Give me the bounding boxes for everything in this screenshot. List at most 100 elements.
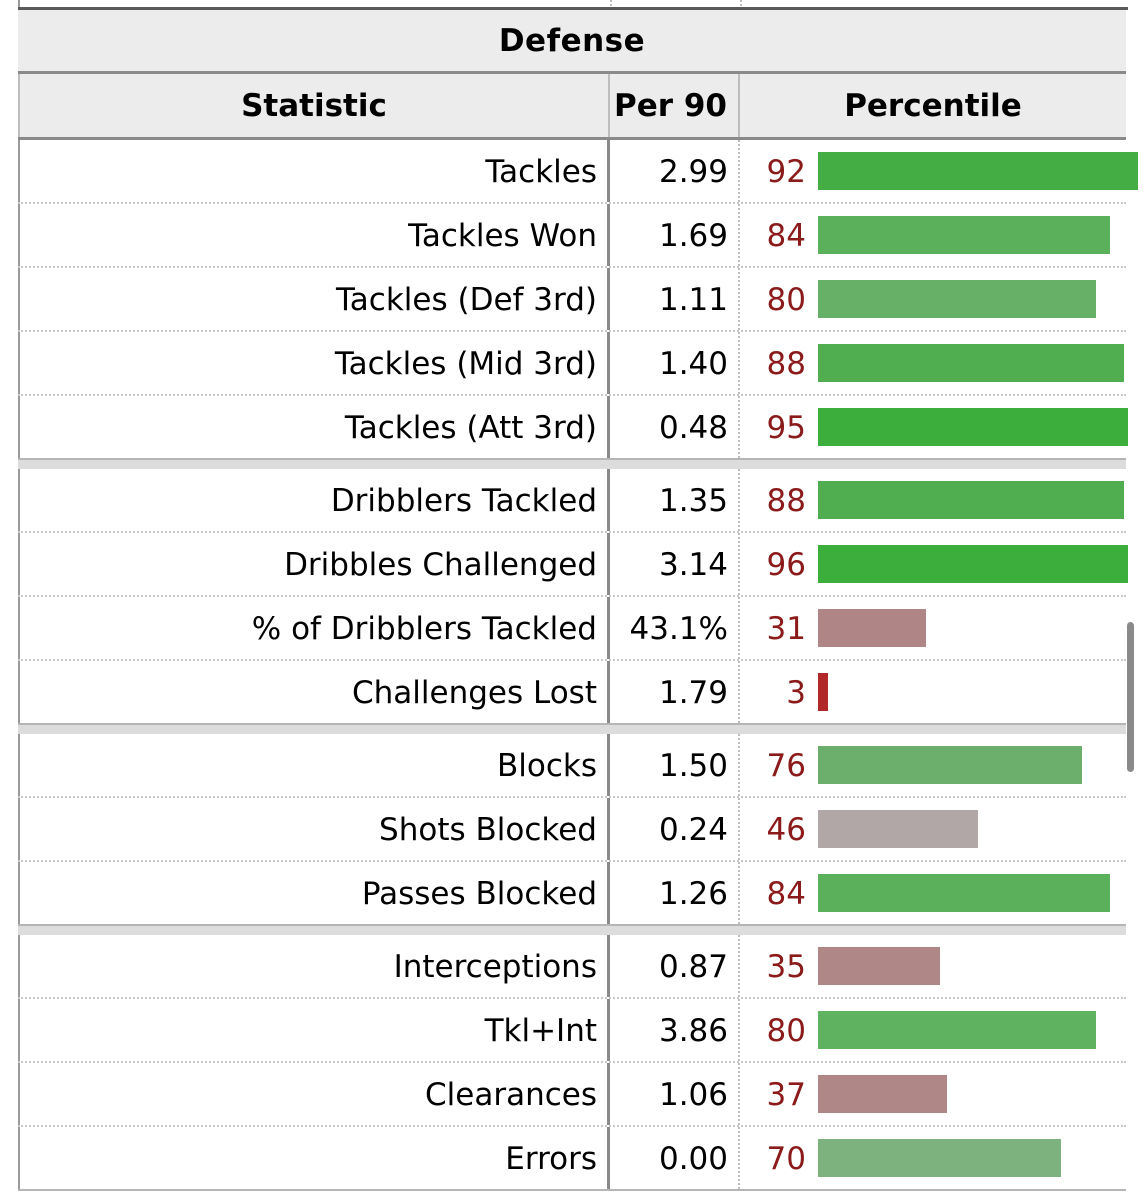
percentile-cell: 84: [740, 204, 1126, 266]
percentile-value: 95: [766, 410, 806, 446]
percentile-bar: [818, 152, 1138, 190]
percentile-bar: [818, 810, 978, 848]
percentile-cell: 92: [740, 140, 1138, 202]
table-row: Dribblers Tackled 1.35 88: [18, 469, 1126, 533]
percentile-bar: [818, 1139, 1061, 1177]
stat-label: Passes Blocked: [18, 862, 610, 924]
per90-value: 1.40: [610, 332, 740, 394]
per90-value: 2.99: [610, 140, 740, 202]
percentile-bar: [818, 673, 828, 711]
stat-label: Blocks: [18, 734, 610, 796]
stat-label: Dribblers Tackled: [18, 469, 610, 531]
stats-table-body: Tackles 2.99 92 Tackles Won 1.69 84 Tackles (D…: [18, 140, 1138, 1191]
per90-value: 3.86: [610, 999, 740, 1061]
percentile-bar: [818, 545, 1128, 583]
percentile-bar: [818, 481, 1124, 519]
stat-label: Tackles (Mid 3rd): [18, 332, 610, 394]
percentile-cell: 88: [740, 469, 1126, 531]
percentile-cell: 70: [740, 1127, 1126, 1189]
table-row: Dribbles Challenged 3.14 96: [18, 533, 1128, 597]
per90-value: 1.50: [610, 734, 740, 796]
group-separator: [18, 926, 1126, 935]
percentile-cell: 84: [740, 862, 1126, 924]
percentile-cell: 31: [740, 597, 1126, 659]
percentile-bar: [818, 746, 1082, 784]
percentile-value: 88: [766, 346, 806, 382]
stat-label: Tackles: [18, 140, 610, 202]
percentile-bar: [818, 874, 1110, 912]
per90-value: 1.35: [610, 469, 740, 531]
per90-value: 1.79: [610, 661, 740, 723]
table-row: Interceptions 0.87 35: [18, 935, 1126, 999]
stat-label: Interceptions: [18, 935, 610, 997]
percentile-value: 76: [766, 748, 806, 784]
stat-label: Tackles (Att 3rd): [18, 396, 610, 458]
per90-value: 0.24: [610, 798, 740, 860]
table-row: Shots Blocked 0.24 46: [18, 798, 1126, 862]
percentile-cell: 46: [740, 798, 1126, 860]
column-header-statistic[interactable]: Statistic: [18, 74, 610, 137]
per90-value: 0.48: [610, 396, 740, 458]
stat-label: Dribbles Challenged: [18, 533, 610, 595]
per90-value: 1.69: [610, 204, 740, 266]
percentile-cell: 76: [740, 734, 1126, 796]
percentile-value: 80: [766, 1013, 806, 1049]
percentile-value: 92: [766, 154, 806, 190]
table-row: Passes Blocked 1.26 84: [18, 862, 1126, 926]
per90-value: 0.87: [610, 935, 740, 997]
percentile-value: 31: [766, 611, 806, 647]
table-row: Tackles (Def 3rd) 1.11 80: [18, 268, 1126, 332]
column-header-per90[interactable]: Per 90: [610, 74, 740, 137]
table-row: % of Dribblers Tackled 43.1% 31: [18, 597, 1126, 661]
stat-label: % of Dribblers Tackled: [18, 597, 610, 659]
table-row: Tackles 2.99 92: [18, 140, 1138, 204]
percentile-cell: 96: [740, 533, 1128, 595]
table-row: Blocks 1.50 76: [18, 734, 1126, 798]
group-separator: [18, 725, 1126, 734]
percentile-value: 35: [766, 949, 806, 985]
per90-value: 43.1%: [610, 597, 740, 659]
table-row: Tackles (Mid 3rd) 1.40 88: [18, 332, 1126, 396]
stat-label: Challenges Lost: [18, 661, 610, 723]
percentile-bar: [818, 216, 1110, 254]
percentile-cell: 35: [740, 935, 1126, 997]
percentile-cell: 88: [740, 332, 1126, 394]
per90-value: 1.26: [610, 862, 740, 924]
table-row: Tkl+Int 3.86 80: [18, 999, 1126, 1063]
percentile-cell: 3: [740, 661, 1126, 723]
percentile-value: 80: [766, 282, 806, 318]
stat-label: Tkl+Int: [18, 999, 610, 1061]
percentile-value: 84: [766, 876, 806, 912]
group-separator: [18, 460, 1126, 469]
section-title: Defense: [18, 10, 1126, 74]
stat-label: Errors: [18, 1127, 610, 1189]
percentile-cell: 80: [740, 999, 1126, 1061]
percentile-bar: [818, 609, 926, 647]
column-header-percentile[interactable]: Percentile: [844, 87, 1022, 124]
table-row: Tackles Won 1.69 84: [18, 204, 1126, 268]
percentile-value: 84: [766, 218, 806, 254]
previous-table-edge: [18, 0, 1128, 10]
percentile-cell: 80: [740, 268, 1126, 330]
percentile-value: 37: [766, 1077, 806, 1113]
percentile-bar: [818, 344, 1124, 382]
percentile-value: 46: [766, 812, 806, 848]
stat-label: Tackles (Def 3rd): [18, 268, 610, 330]
percentile-cell: 95: [740, 396, 1128, 458]
table-row: Clearances 1.06 37: [18, 1063, 1126, 1127]
column-header-row: Statistic Per 90 Percentile: [18, 74, 1126, 140]
percentile-value: 96: [766, 547, 806, 583]
percentile-bar: [818, 408, 1128, 446]
vertical-scrollbar[interactable]: [1127, 622, 1134, 772]
percentile-cell: 37: [740, 1063, 1126, 1125]
table-row: Errors 0.00 70: [18, 1127, 1126, 1191]
percentile-bar: [818, 947, 940, 985]
stat-label: Clearances: [18, 1063, 610, 1125]
percentile-bar: [818, 1075, 947, 1113]
percentile-bar: [818, 1011, 1096, 1049]
percentile-value: 70: [766, 1141, 806, 1177]
per90-value: 0.00: [610, 1127, 740, 1189]
stat-label: Shots Blocked: [18, 798, 610, 860]
table-row: Tackles (Att 3rd) 0.48 95: [18, 396, 1128, 460]
